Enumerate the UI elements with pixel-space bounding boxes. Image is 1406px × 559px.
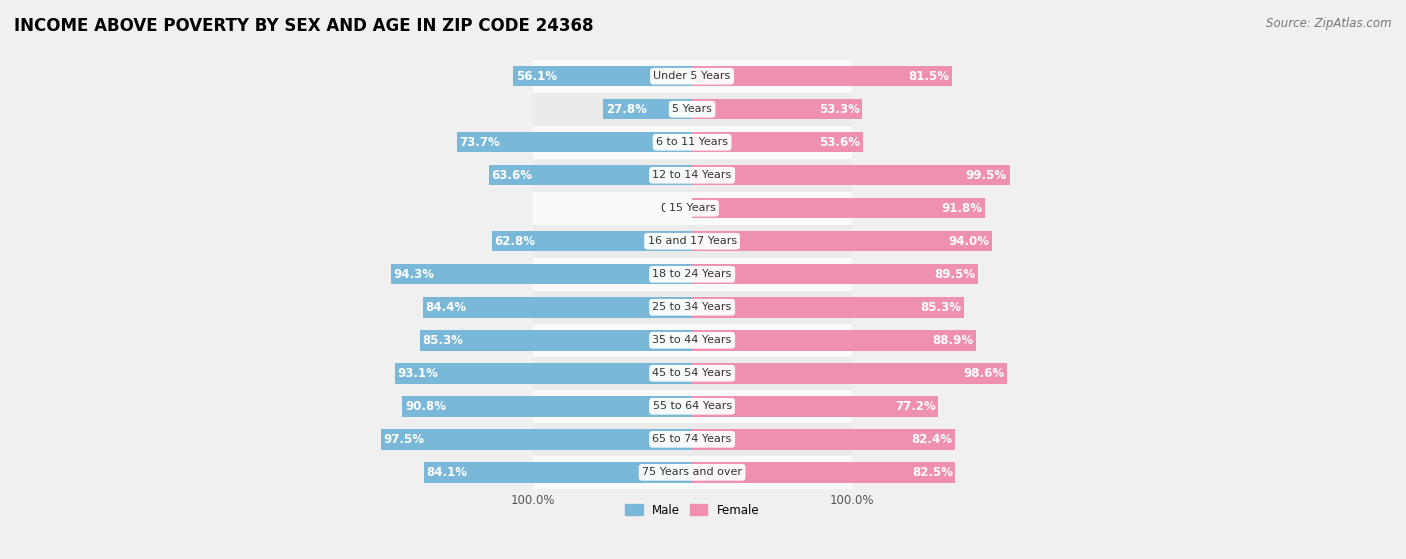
Bar	[457, 132, 692, 153]
Text: 5 Years: 5 Years	[672, 104, 711, 114]
Text: 73.7%: 73.7%	[460, 136, 501, 149]
Bar	[692, 165, 1010, 186]
Text: 53.6%: 53.6%	[820, 136, 860, 149]
Legend: Male, Female: Male, Female	[620, 499, 763, 522]
Text: 91.8%: 91.8%	[942, 202, 983, 215]
Bar	[692, 132, 863, 153]
Bar	[214, 357, 852, 390]
Bar	[214, 192, 852, 225]
Text: 84.4%: 84.4%	[426, 301, 467, 314]
Text: 93.1%: 93.1%	[398, 367, 439, 380]
Bar	[692, 99, 862, 120]
Bar	[214, 291, 852, 324]
Bar	[603, 99, 692, 120]
Text: 88.9%: 88.9%	[932, 334, 973, 347]
Bar	[489, 165, 692, 186]
Bar	[391, 264, 692, 285]
Bar	[692, 66, 952, 87]
Bar	[402, 396, 692, 416]
Bar	[214, 423, 852, 456]
Text: 75 Years and over: 75 Years and over	[643, 467, 742, 477]
Text: 98.6%: 98.6%	[963, 367, 1004, 380]
Text: 82.4%: 82.4%	[911, 433, 952, 446]
Bar	[692, 330, 976, 350]
Text: 25 to 34 Years: 25 to 34 Years	[652, 302, 731, 312]
Bar	[214, 126, 852, 159]
Text: 90.8%: 90.8%	[405, 400, 446, 413]
Bar	[420, 330, 692, 350]
Bar	[692, 396, 938, 416]
Text: 94.3%: 94.3%	[394, 268, 434, 281]
Bar	[692, 429, 955, 449]
Text: 65 to 74 Years: 65 to 74 Years	[652, 434, 731, 444]
Bar	[214, 225, 852, 258]
Text: Source: ZipAtlas.com: Source: ZipAtlas.com	[1267, 17, 1392, 30]
Text: 12 to 14 Years: 12 to 14 Years	[652, 170, 731, 180]
Bar	[214, 60, 852, 93]
Text: 15 Years: 15 Years	[669, 203, 716, 213]
Text: Under 5 Years: Under 5 Years	[654, 71, 731, 81]
Text: 97.5%: 97.5%	[384, 433, 425, 446]
Text: 99.5%: 99.5%	[966, 169, 1007, 182]
Bar	[513, 66, 692, 87]
Text: INCOME ABOVE POVERTY BY SEX AND AGE IN ZIP CODE 24368: INCOME ABOVE POVERTY BY SEX AND AGE IN Z…	[14, 17, 593, 35]
Text: 89.5%: 89.5%	[934, 268, 976, 281]
Text: 53.3%: 53.3%	[818, 103, 859, 116]
Text: 27.8%: 27.8%	[606, 103, 647, 116]
Bar	[692, 198, 986, 219]
Bar	[692, 462, 955, 482]
Bar	[423, 297, 692, 318]
Bar	[395, 363, 692, 383]
Text: 62.8%: 62.8%	[495, 235, 536, 248]
Text: 84.1%: 84.1%	[426, 466, 467, 479]
Text: 85.3%: 85.3%	[921, 301, 962, 314]
Bar	[492, 231, 692, 252]
Bar	[214, 390, 852, 423]
Text: 94.0%: 94.0%	[949, 235, 990, 248]
Bar	[214, 258, 852, 291]
Text: 77.2%: 77.2%	[896, 400, 936, 413]
Bar	[214, 456, 852, 489]
Text: 81.5%: 81.5%	[908, 70, 949, 83]
Bar	[692, 363, 1007, 383]
Bar	[692, 231, 993, 252]
Text: 0.0%: 0.0%	[659, 202, 689, 215]
Text: 56.1%: 56.1%	[516, 70, 557, 83]
Text: 35 to 44 Years: 35 to 44 Years	[652, 335, 731, 345]
Text: 55 to 64 Years: 55 to 64 Years	[652, 401, 731, 411]
Text: 16 and 17 Years: 16 and 17 Years	[648, 236, 737, 247]
Bar	[423, 462, 692, 482]
Text: 63.6%: 63.6%	[492, 169, 533, 182]
Text: 6 to 11 Years: 6 to 11 Years	[657, 138, 728, 147]
Text: 18 to 24 Years: 18 to 24 Years	[652, 269, 731, 280]
Bar	[214, 324, 852, 357]
Bar	[381, 429, 692, 449]
Text: 82.5%: 82.5%	[911, 466, 953, 479]
Text: 45 to 54 Years: 45 to 54 Years	[652, 368, 731, 378]
Bar	[214, 93, 852, 126]
Bar	[214, 159, 852, 192]
Text: 85.3%: 85.3%	[423, 334, 464, 347]
Bar	[692, 297, 965, 318]
Bar	[692, 264, 977, 285]
